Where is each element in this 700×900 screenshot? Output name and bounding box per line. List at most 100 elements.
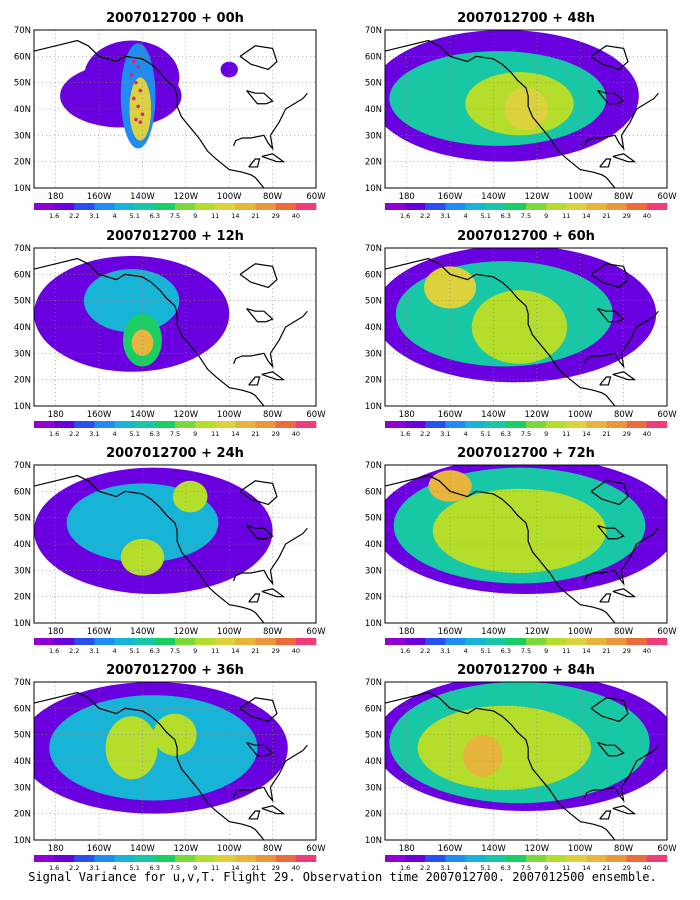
colorbar-swatch xyxy=(114,855,136,862)
observation-marker xyxy=(134,80,138,85)
latitude-label: 70N xyxy=(365,244,382,254)
colorbar-label: 40 xyxy=(643,647,651,655)
colorbar-label: 2.2 xyxy=(420,647,430,655)
latitude-label: 60N xyxy=(365,270,382,280)
colorbar-label: 2.2 xyxy=(420,864,430,872)
coastline-segment xyxy=(239,480,278,506)
gridlines xyxy=(385,465,667,623)
latitude-label: 30N xyxy=(14,131,31,141)
longitude-label: 180 xyxy=(399,410,415,420)
colorbar-swatch xyxy=(586,203,607,210)
coastline-segment xyxy=(233,310,308,369)
variance-contour xyxy=(60,64,182,128)
latitude-label: 60N xyxy=(14,704,31,714)
colorbar-swatch xyxy=(94,855,115,862)
colorbar-swatch xyxy=(114,421,136,428)
colorbar-label: 9 xyxy=(193,430,197,438)
colorbar-swatch xyxy=(425,638,446,645)
colorbar-label: 4 xyxy=(113,430,117,438)
longitude-label: 120W xyxy=(525,844,550,854)
colorbar-swatch xyxy=(74,638,95,645)
colorbar-label: 7.5 xyxy=(170,430,180,438)
colorbar-label: 40 xyxy=(292,647,300,655)
colorbar-swatch xyxy=(255,855,277,862)
colorbar-label: 2.2 xyxy=(69,212,79,220)
panel-title: 2007012700 + 48h xyxy=(457,11,595,26)
coastline-segment xyxy=(261,371,286,381)
colorbar-label: 2.2 xyxy=(69,430,79,438)
longitude-label: 100W xyxy=(568,627,593,637)
coastline-segment xyxy=(584,744,659,803)
colorbar-label: 6.3 xyxy=(150,864,160,872)
colorbar-swatch xyxy=(154,638,176,645)
colorbar-label: 9 xyxy=(193,864,197,872)
coastline-segment xyxy=(248,593,261,603)
colorbar-label: 14 xyxy=(582,647,590,655)
latitude-label: 50N xyxy=(365,731,382,741)
longitude-label: 140W xyxy=(481,410,506,420)
colorbar-label: 29 xyxy=(272,212,280,220)
colorbar-swatch xyxy=(255,638,277,645)
longitude-label: 60W xyxy=(657,627,677,637)
latitude-label: 40N xyxy=(14,323,31,333)
colorbar-swatch xyxy=(465,638,487,645)
colorbar-swatch xyxy=(195,638,216,645)
colorbar-label: 2.2 xyxy=(420,430,430,438)
map-panel: 2007012700 + 24h 70N 60N 50N 40N 30N 20N 10N 180… xyxy=(14,446,326,655)
latitude-label: 60N xyxy=(14,270,31,280)
longitude-label: 120W xyxy=(174,844,199,854)
map-frame xyxy=(384,29,668,189)
map-panel: 2007012700 + 84h 70N 60N 50N 40N 30N 20N 10N 180… xyxy=(365,663,677,872)
observation-marker xyxy=(138,88,143,93)
colorbar-swatch xyxy=(134,638,156,645)
latitude-label: 50N xyxy=(14,297,31,307)
coastline-segment xyxy=(261,805,286,815)
longitude-label: 180 xyxy=(48,410,64,420)
colorbar-label: 21 xyxy=(251,864,259,872)
colorbar-swatch xyxy=(74,203,95,210)
longitude-label: 180 xyxy=(48,192,64,202)
latitude-label: 40N xyxy=(14,757,31,767)
latitude-label: 30N xyxy=(14,349,31,359)
coastline-segment xyxy=(612,805,637,815)
latitude-label: 70N xyxy=(365,678,382,688)
colorbar-swatch xyxy=(626,855,648,862)
variance-field xyxy=(34,467,273,595)
colorbar-label: 7.5 xyxy=(521,212,531,220)
coastline-segment xyxy=(34,39,265,188)
colorbar-swatch xyxy=(606,421,628,428)
longitude-label: 60W xyxy=(306,192,326,202)
colorbar-swatch xyxy=(74,855,95,862)
coastline-segment xyxy=(385,257,616,406)
colorbar-swatch xyxy=(295,855,317,862)
longitude-label: 140W xyxy=(481,844,506,854)
colorbar-label: 4 xyxy=(113,864,117,872)
colorbar-label: 1.6 xyxy=(49,864,59,872)
map-panel: 2007012700 + 60h 70N 60N 50N 40N 30N 20N 10N 180… xyxy=(365,229,677,438)
colorbar-label: 11 xyxy=(211,430,219,438)
colorbar: 1.6 2.2 3.1 4 5.1 6.3 7.5 9 11 14 21 29 40 xyxy=(385,203,668,220)
colorbar-label: 11 xyxy=(562,864,570,872)
coastline-segment xyxy=(597,741,625,757)
latitude-label: 40N xyxy=(365,540,382,550)
longitude-label: 160W xyxy=(87,627,112,637)
colorbar-swatch xyxy=(505,638,527,645)
longitude-label: 160W xyxy=(438,192,463,202)
colorbar-swatch xyxy=(646,855,668,862)
colorbar-swatch xyxy=(134,421,156,428)
coastline-segment xyxy=(385,474,616,623)
colorbar: 1.6 2.2 3.1 4 5.1 6.3 7.5 9 11 14 21 29 40 xyxy=(34,638,317,655)
colorbar-swatch xyxy=(606,855,628,862)
longitude-label: 60W xyxy=(306,410,326,420)
coastline-segment xyxy=(239,263,278,289)
latitude-label: 40N xyxy=(14,105,31,115)
colorbar-label: 11 xyxy=(211,212,219,220)
colorbar-label: 3.1 xyxy=(89,864,99,872)
colorbar-label: 11 xyxy=(211,864,219,872)
colorbar-label: 7.5 xyxy=(170,864,180,872)
colorbar-swatch xyxy=(175,203,196,210)
observation-marker xyxy=(138,120,143,124)
panel-title: 2007012700 + 84h xyxy=(457,663,595,678)
variance-field xyxy=(385,30,639,162)
colorbar-swatch xyxy=(385,638,406,645)
